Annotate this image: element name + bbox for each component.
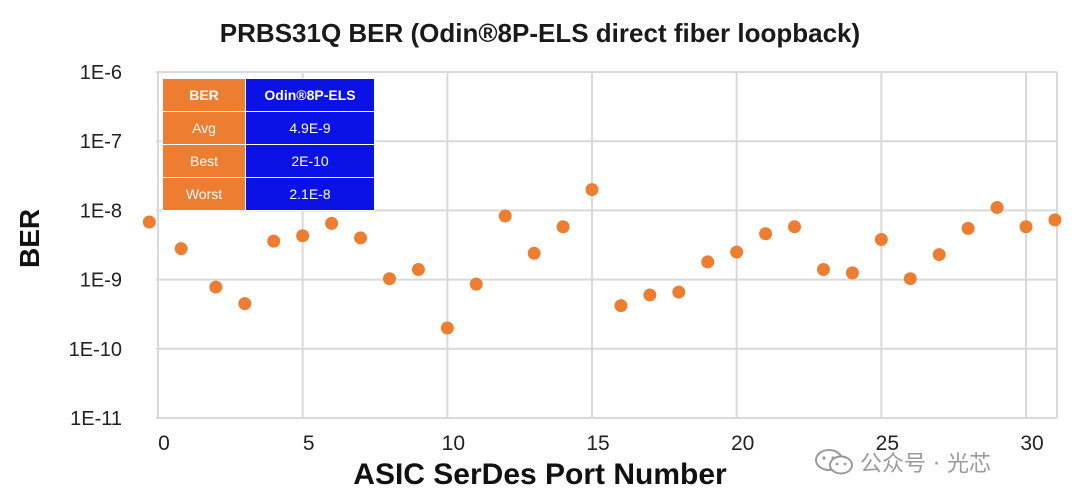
- data-point: [672, 285, 686, 299]
- data-point: [325, 216, 339, 230]
- x-tick-label: 0: [158, 432, 170, 455]
- x-tick-label: 30: [1020, 432, 1043, 455]
- chart-title: PRBS31Q BER (Odin®8P-ELS direct fiber lo…: [219, 18, 861, 48]
- data-point: [382, 272, 396, 286]
- data-point: [816, 262, 830, 276]
- watermark: 公众号 · 光芯: [814, 446, 991, 478]
- stats-key: Worst: [162, 177, 246, 211]
- stats-row-avg: Avg 4.9E-9: [162, 111, 375, 145]
- data-point: [1048, 213, 1062, 227]
- stats-value: 4.9E-9: [245, 111, 375, 145]
- data-point: [990, 201, 1004, 215]
- data-point: [614, 299, 628, 313]
- data-point: [961, 221, 975, 235]
- y-tick-label: 1E-9: [80, 270, 122, 292]
- y-tick-label: 1E-8: [80, 200, 122, 222]
- data-point: [238, 297, 252, 311]
- y-tick-label: 1E-6: [80, 62, 122, 84]
- data-point: [759, 227, 773, 241]
- data-point: [498, 209, 512, 223]
- stats-row-worst: Worst 2.1E-8: [162, 177, 375, 211]
- stats-header-row: BER Odin®8P-ELS: [162, 78, 375, 112]
- stats-header-value: Odin®8P-ELS: [245, 78, 375, 112]
- y-tick-label: 1E-7: [80, 131, 122, 153]
- x-tick-label: 5: [303, 432, 315, 455]
- data-point: [174, 242, 188, 256]
- stats-header-key: BER: [162, 78, 246, 112]
- data-point: [469, 277, 483, 291]
- x-tick-label: 15: [586, 432, 609, 455]
- data-point: [643, 288, 657, 302]
- data-point: [701, 255, 715, 269]
- data-point: [730, 245, 744, 259]
- data-point: [411, 262, 425, 276]
- data-point: [903, 272, 917, 286]
- data-point: [585, 183, 599, 197]
- data-point: [440, 321, 454, 335]
- stats-key: Avg: [162, 111, 246, 145]
- y-tick-label: 1E-11: [70, 408, 122, 430]
- stats-key: Best: [162, 144, 246, 178]
- data-point: [556, 220, 570, 234]
- data-point: [296, 229, 310, 243]
- data-point: [1019, 220, 1033, 234]
- watermark-text: 公众号 · 光芯: [860, 452, 991, 477]
- x-tick-label: 20: [731, 432, 754, 455]
- data-point: [209, 280, 223, 294]
- data-point: [932, 248, 946, 262]
- stats-value: 2.1E-8: [245, 177, 375, 211]
- x-tick-label: 25: [876, 432, 899, 455]
- y-tick-label: 1E-10: [69, 339, 122, 361]
- x-tick-label: 10: [442, 432, 465, 455]
- x-axis-label: ASIC SerDes Port Number: [353, 458, 727, 491]
- data-point: [142, 215, 156, 229]
- data-point: [788, 220, 802, 234]
- data-point: [354, 231, 368, 245]
- data-point: [845, 266, 859, 280]
- data-point: [267, 234, 281, 248]
- ber-stats-table: BER Odin®8P-ELS Avg 4.9E-9 Best 2E-10 Wo…: [162, 78, 375, 211]
- stats-row-best: Best 2E-10: [162, 144, 375, 178]
- wechat-icon: [815, 449, 853, 475]
- data-point: [527, 246, 541, 260]
- stats-value: 2E-10: [245, 144, 375, 178]
- data-point: [874, 232, 888, 246]
